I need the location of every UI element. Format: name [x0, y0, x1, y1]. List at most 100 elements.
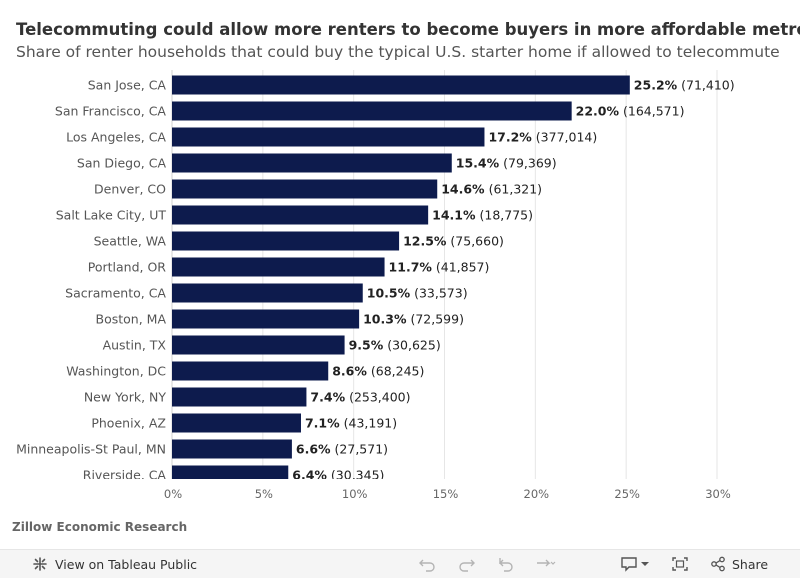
value-label: 6.4% — [292, 468, 327, 480]
undo-button[interactable] — [418, 550, 438, 578]
category-label: San Diego, CA — [77, 156, 167, 171]
x-tick-label: 5% — [255, 487, 273, 501]
redo-button[interactable] — [456, 550, 476, 578]
category-label: Riverside, CA — [83, 468, 167, 480]
count-label: (75,660) — [446, 234, 503, 249]
refresh-button[interactable] — [534, 550, 556, 578]
count-label: (30,625) — [383, 338, 440, 353]
category-label: Denver, CO — [94, 182, 166, 197]
value-label: 22.0% — [576, 104, 620, 119]
value-label: 14.6% — [441, 182, 485, 197]
data-label: 7.1% (43,191) — [305, 416, 397, 431]
bar[interactable] — [172, 335, 345, 355]
data-label: 15.4% (79,369) — [456, 156, 557, 171]
data-label: 14.6% (61,321) — [441, 182, 542, 197]
value-label: 10.5% — [367, 286, 411, 301]
bar[interactable] — [172, 413, 301, 433]
bar[interactable] — [172, 439, 292, 459]
value-label: 11.7% — [389, 260, 433, 275]
x-tick-label: 15% — [433, 487, 459, 501]
data-label: 12.5% (75,660) — [403, 234, 504, 249]
value-label: 12.5% — [403, 234, 447, 249]
bar-chart: San Jose, CA 25.2% (71,410) San Francisco,… — [16, 70, 735, 480]
category-label: Washington, DC — [66, 364, 166, 379]
bar[interactable] — [172, 127, 485, 147]
source-credit: Zillow Economic Research — [12, 520, 188, 534]
bar[interactable] — [172, 75, 630, 95]
count-label: (61,321) — [485, 182, 542, 197]
data-label: 22.0% (164,571) — [576, 104, 685, 119]
value-label: 15.4% — [456, 156, 500, 171]
category-label: Phoenix, AZ — [91, 416, 166, 431]
revert-icon — [496, 556, 516, 572]
bar[interactable] — [172, 387, 307, 407]
data-label: 10.5% (33,573) — [367, 286, 468, 301]
chart-plot-area[interactable]: San Jose, CA 25.2% (71,410) San Francisco,… — [0, 70, 800, 479]
category-label: Seattle, WA — [94, 234, 167, 249]
count-label: (18,775) — [476, 208, 533, 223]
count-label: (79,369) — [499, 156, 556, 171]
category-label: Sacramento, CA — [65, 286, 166, 301]
x-axis: 0% 5% 10% 15% 20% 25% 30% — [164, 487, 731, 501]
value-label: 6.6% — [296, 442, 331, 457]
tableau-logo-icon — [32, 556, 48, 572]
data-label: 8.6% (68,245) — [332, 364, 424, 379]
data-label: 6.6% (27,571) — [296, 442, 388, 457]
x-tick-label: 25% — [614, 487, 640, 501]
bar[interactable] — [172, 283, 363, 303]
x-tick-label: 20% — [524, 487, 550, 501]
data-label: 10.3% (72,599) — [363, 312, 464, 327]
revert-button[interactable] — [496, 550, 516, 578]
count-label: (41,857) — [432, 260, 489, 275]
share-button[interactable]: Share — [710, 550, 768, 578]
data-label: 17.2% (377,014) — [488, 130, 597, 145]
category-label: San Jose, CA — [88, 78, 167, 93]
value-label: 9.5% — [349, 338, 384, 353]
tableau-toolbar: View on Tableau Public — [0, 549, 800, 578]
bar[interactable] — [172, 101, 572, 121]
chart-title: Telecommuting could allow more renters t… — [16, 20, 800, 39]
bar[interactable] — [172, 205, 429, 225]
fullscreen-icon — [671, 556, 689, 572]
category-label: New York, NY — [84, 390, 167, 405]
x-tick-label: 10% — [342, 487, 368, 501]
category-label: Boston, MA — [96, 312, 167, 327]
data-label: 14.1% (18,775) — [432, 208, 533, 223]
data-label: 9.5% (30,625) — [349, 338, 441, 353]
chevron-down-icon — [640, 560, 650, 568]
data-label: 7.4% (253,400) — [310, 390, 410, 405]
count-label: (377,014) — [532, 130, 597, 145]
count-label: (253,400) — [345, 390, 410, 405]
count-label: (33,573) — [410, 286, 467, 301]
value-label: 7.1% — [305, 416, 340, 431]
count-label: (71,410) — [677, 78, 734, 93]
chart-subtitle: Share of renter households that could bu… — [16, 43, 780, 61]
value-label: 17.2% — [488, 130, 532, 145]
view-on-tableau-button[interactable]: View on Tableau Public — [32, 550, 197, 578]
count-label: (68,245) — [367, 364, 424, 379]
bar[interactable] — [172, 153, 452, 173]
bar[interactable] — [172, 257, 385, 277]
category-label: San Francisco, CA — [55, 104, 167, 119]
x-tick-label: 30% — [705, 487, 731, 501]
count-label: (164,571) — [619, 104, 684, 119]
comment-dropdown-button[interactable] — [620, 550, 650, 578]
value-label: 7.4% — [310, 390, 345, 405]
data-label: 11.7% (41,857) — [389, 260, 490, 275]
data-label: 25.2% (71,410) — [634, 78, 735, 93]
count-label: (72,599) — [406, 312, 463, 327]
value-label: 8.6% — [332, 364, 367, 379]
bar[interactable] — [172, 231, 400, 251]
share-label: Share — [732, 556, 769, 572]
x-tick-label: 0% — [164, 487, 182, 501]
bar[interactable] — [172, 179, 438, 199]
value-label: 10.3% — [363, 312, 407, 327]
value-label: 25.2% — [634, 78, 678, 93]
fullscreen-button[interactable] — [671, 550, 689, 578]
bar[interactable] — [172, 309, 360, 329]
bar[interactable] — [172, 361, 329, 381]
redo-icon — [456, 556, 476, 572]
view-on-tableau-label: View on Tableau Public — [55, 556, 198, 572]
category-label: Portland, OR — [88, 260, 167, 275]
bar[interactable] — [172, 465, 289, 480]
